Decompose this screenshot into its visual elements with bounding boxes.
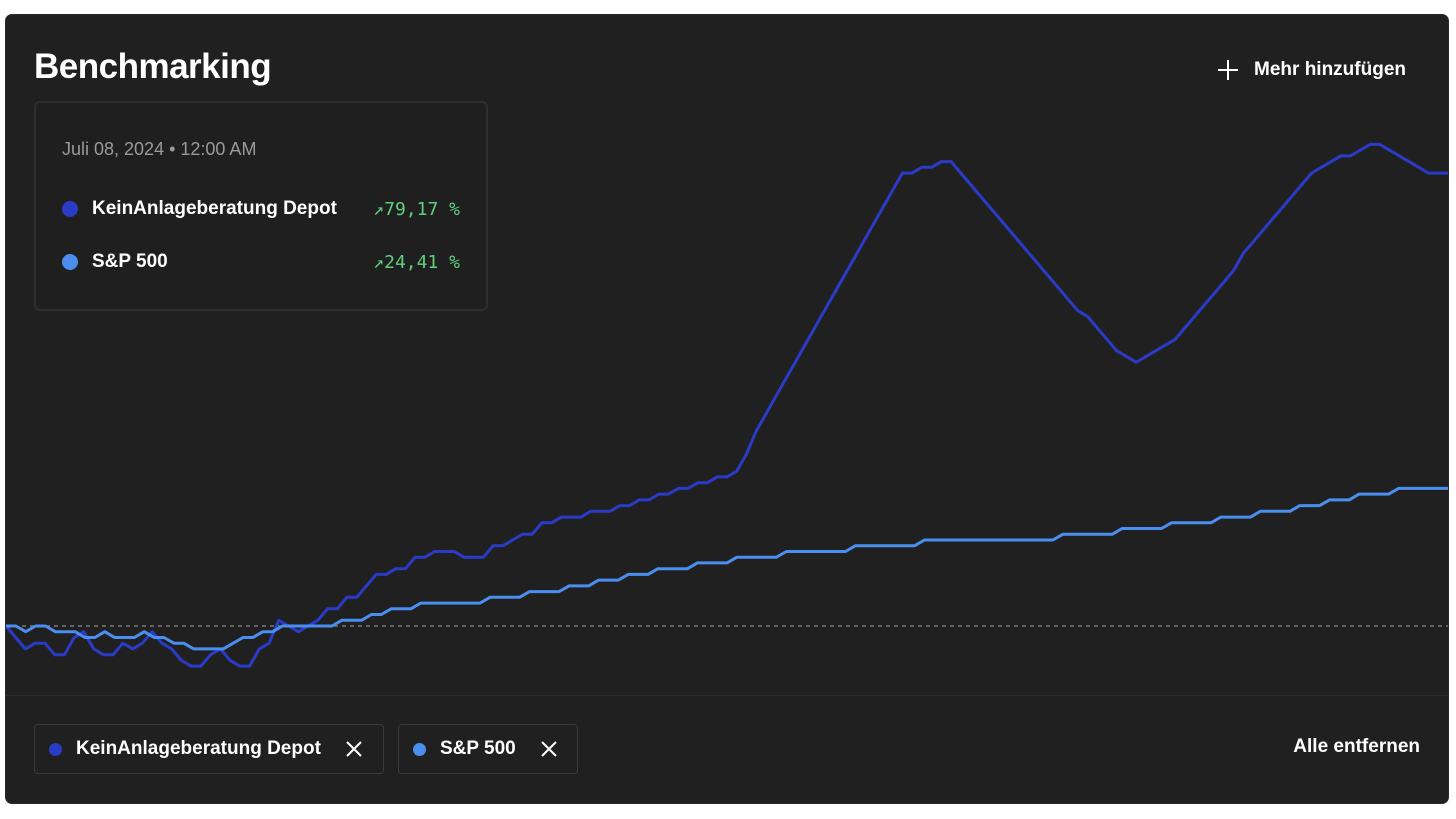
chip-color-dot (49, 742, 62, 756)
tooltip-series-name: S&P 500 (92, 251, 168, 272)
tooltip-row-depot: KeinAnlageberatung Depot ↗79,17 % (62, 195, 460, 223)
plus-icon (1218, 60, 1239, 80)
page-title: Benchmarking (34, 47, 272, 86)
close-icon[interactable] (540, 740, 558, 758)
series-line-depot (6, 142, 1448, 668)
remove-all-button[interactable]: Alle entfernen (1293, 736, 1420, 757)
footer-divider (6, 695, 1448, 696)
series-color-dot (62, 254, 78, 270)
chip-color-dot (413, 742, 426, 756)
tooltip-series-name: KeinAnlageberatung Depot (92, 198, 337, 219)
chip-sp500: S&P 500 (398, 724, 578, 774)
chip-label: S&P 500 (440, 738, 516, 759)
chip-depot: KeinAnlageberatung Depot (34, 724, 384, 774)
chip-label: KeinAnlageberatung Depot (76, 738, 321, 759)
tooltip-series-value: ↗24,41 % (373, 251, 460, 273)
tooltip-date: Juli 08, 2024 • 12:00 AM (62, 139, 257, 159)
add-more-button[interactable]: Mehr hinzufügen (1216, 55, 1406, 85)
tooltip-row-sp500: S&P 500 ↗24,41 % (62, 248, 460, 276)
benchmark-line-chart[interactable] (6, 15, 1448, 695)
chart-tooltip: Juli 08, 2024 • 12:00 AM KeinAnlageberat… (34, 101, 488, 311)
series-line-sp500 (6, 486, 1448, 651)
close-icon[interactable] (345, 740, 363, 758)
series-color-dot (62, 201, 78, 217)
add-more-label: Mehr hinzufügen (1254, 59, 1406, 80)
tooltip-series-value: ↗79,17 % (373, 198, 460, 220)
benchmarking-card: Benchmarking Mehr hinzufügen Juli 08, 20… (6, 15, 1448, 803)
